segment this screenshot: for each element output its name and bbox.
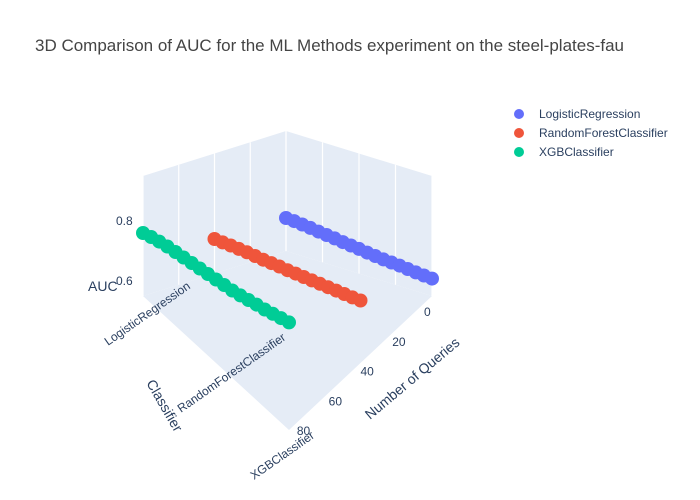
legend-item[interactable]: XGBClassifier (514, 145, 614, 159)
y-tick-label: XGBClassifier (248, 428, 317, 482)
legend-item[interactable]: RandomForestClassifier (514, 126, 668, 140)
series-LogisticRegression (279, 211, 439, 286)
data-points (136, 211, 439, 330)
legend-label: XGBClassifier (539, 145, 614, 159)
chart-title: 3D Comparison of AUC for the ML Methods … (35, 36, 624, 55)
legend-label: RandomForestClassifier (539, 126, 668, 140)
legend-label: LogisticRegression (539, 107, 640, 121)
x-tick-label: 0 (424, 305, 431, 319)
data-point (353, 293, 368, 308)
z-tick-label: 0.8 (116, 214, 133, 228)
data-point (425, 271, 439, 286)
x-tick-label: 20 (392, 335, 406, 349)
x-tick-label: 80 (297, 424, 311, 438)
legend-marker (514, 147, 524, 157)
data-point (282, 315, 296, 330)
legend-marker (514, 109, 524, 119)
legend[interactable]: LogisticRegression RandomForestClassifier… (514, 107, 668, 159)
series-XGBClassifier (136, 226, 296, 330)
x-tick-label: 40 (360, 365, 374, 379)
series-RandomForestClassifier (207, 232, 368, 308)
z-tick-label: 0.6 (116, 274, 133, 288)
axis-title-z: AUC (88, 278, 118, 294)
x-tick-label: 60 (329, 394, 343, 408)
scene-3d[interactable]: 0.60.8020406080LogisticRegressionRandomF… (88, 131, 463, 482)
legend-item[interactable]: LogisticRegression (514, 107, 640, 121)
legend-marker (514, 128, 524, 138)
